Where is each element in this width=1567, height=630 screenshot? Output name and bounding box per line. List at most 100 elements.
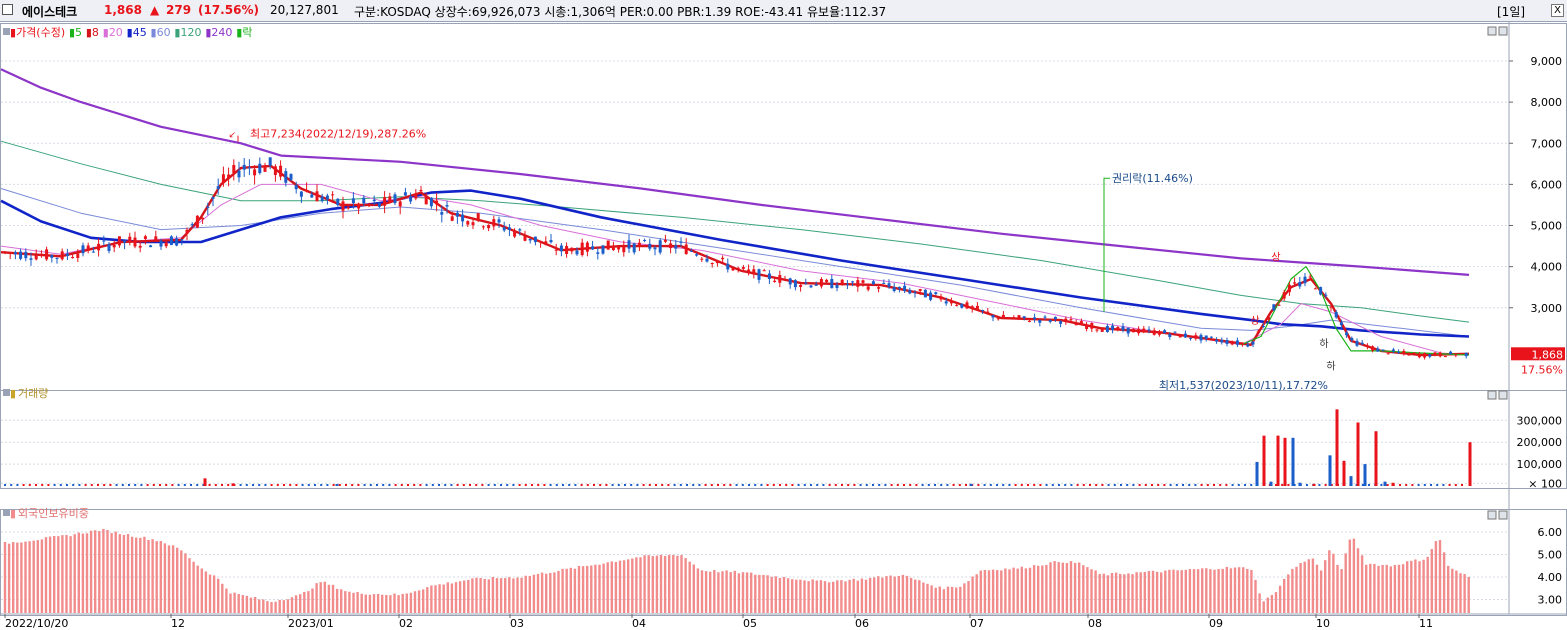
foreign-bar	[245, 595, 249, 613]
close-button[interactable]: X	[1551, 4, 1564, 17]
candle-body	[123, 240, 127, 243]
candle-body	[606, 240, 610, 250]
foreign-bar	[1172, 569, 1175, 613]
limit-marker: 상	[1271, 251, 1280, 263]
candle-body	[55, 257, 59, 259]
candle-body	[799, 284, 803, 287]
volume-bar-small	[847, 484, 850, 486]
foreign-bar	[836, 580, 839, 613]
foreign-bar	[643, 555, 646, 613]
foreign-bar	[758, 574, 761, 613]
candle-body	[1142, 328, 1146, 333]
candle-body	[840, 279, 844, 285]
volume-bar-small	[351, 484, 354, 486]
volume-bar-small	[152, 484, 155, 486]
volume-bar-small	[506, 484, 509, 486]
volume-bar-small	[456, 484, 459, 486]
candle-body	[663, 239, 667, 242]
foreign-bar	[315, 583, 318, 613]
volume-bar	[1255, 461, 1259, 486]
volume-bar-small	[444, 484, 447, 486]
volume-bar-small	[760, 484, 763, 486]
volume-bar-small	[785, 484, 788, 486]
price-legend: ▮가격(수정) ▮5 ▮8 ▮20 ▮45 ▮60 ▮120 ▮240 ▮락	[10, 26, 252, 39]
candle-body	[793, 280, 797, 288]
volume-bar-small	[320, 484, 323, 486]
volume-bar-small	[1225, 484, 1228, 486]
foreign-bar	[1209, 569, 1212, 613]
foreign-bar	[893, 576, 896, 613]
candle-body	[1355, 340, 1359, 346]
volume-bar-small	[338, 484, 341, 486]
volume-bar	[1374, 431, 1378, 486]
panel-close-icon	[1498, 26, 1508, 36]
foreign-bar	[1155, 571, 1159, 613]
foreign-bar	[1258, 593, 1261, 613]
candle-body	[1215, 339, 1219, 342]
volume-bar-small	[357, 484, 360, 486]
foreign-bar	[1086, 567, 1089, 613]
foreign-bar	[741, 572, 745, 613]
candle-body	[1412, 352, 1416, 354]
candle-body	[362, 197, 366, 204]
candle-body	[773, 280, 777, 282]
volume-bar-small	[983, 484, 986, 486]
foreign-bar	[729, 572, 732, 613]
legend-entry: 8	[92, 26, 99, 39]
foreign-bar	[282, 600, 285, 613]
foreign-bar	[1065, 563, 1069, 613]
volume-bar-small	[841, 484, 843, 486]
candle-body	[757, 269, 761, 280]
foreign-bar	[864, 579, 868, 613]
volume-bar-small	[326, 484, 329, 486]
candle-body	[643, 240, 647, 242]
candle-body	[455, 212, 459, 217]
foreign-tick-label: 6.00	[1538, 526, 1563, 539]
stock-info-bar: 에이스테크 1,868 ▲ 279 (17.56%) 20,127,801 구분…	[0, 0, 1567, 22]
candle-body	[424, 196, 428, 205]
foreign-bar	[483, 578, 486, 613]
legend-marker: ▮	[201, 26, 211, 39]
candle-body	[1183, 333, 1187, 338]
volume-bar-small	[1076, 484, 1079, 486]
foreign-bar	[348, 591, 351, 613]
candle-body	[1178, 334, 1182, 338]
volume-bar-small	[1423, 484, 1426, 486]
foreign-bar	[446, 582, 449, 613]
foreign-bar	[959, 586, 962, 613]
candle-body	[1173, 331, 1177, 333]
volume-bar	[969, 483, 973, 486]
foreign-bar	[881, 577, 884, 613]
foreign-bar	[126, 534, 130, 613]
foreign-bar	[696, 568, 700, 613]
candle-body	[91, 251, 95, 253]
period-selector[interactable]: [1일]	[1497, 5, 1526, 19]
volume-bar-small	[996, 484, 998, 486]
volume-bar-small	[103, 484, 106, 486]
candle-body	[700, 258, 704, 260]
stock-chart[interactable]: 9,0008,0007,0006,0005,0004,0003,000▮가격(수…	[0, 22, 1567, 630]
volume-bar-small	[1244, 484, 1246, 486]
foreign-bar	[885, 576, 888, 613]
foreign-bar	[1373, 563, 1376, 613]
foreign-bar	[762, 574, 765, 613]
foreign-bar	[918, 580, 921, 613]
select-checkbox[interactable]	[2, 4, 13, 15]
candle-body	[507, 227, 511, 230]
volume-bar-small	[493, 484, 496, 486]
candle-body	[1287, 284, 1291, 293]
foreign-bar	[877, 576, 880, 613]
foreign-bar	[733, 570, 736, 613]
foreign-bar	[704, 571, 708, 613]
candle-body	[450, 216, 454, 221]
foreign-bar	[651, 556, 654, 613]
volume-bar-small	[1368, 484, 1370, 486]
candle-body	[674, 245, 678, 249]
foreign-bar	[155, 541, 158, 613]
foreign-bar	[344, 591, 347, 613]
foreign-bar	[914, 579, 917, 613]
foreign-bar	[327, 584, 331, 613]
foreign-bar	[7, 543, 11, 613]
candle-body	[726, 263, 730, 270]
volume-bar-small	[4, 484, 6, 486]
